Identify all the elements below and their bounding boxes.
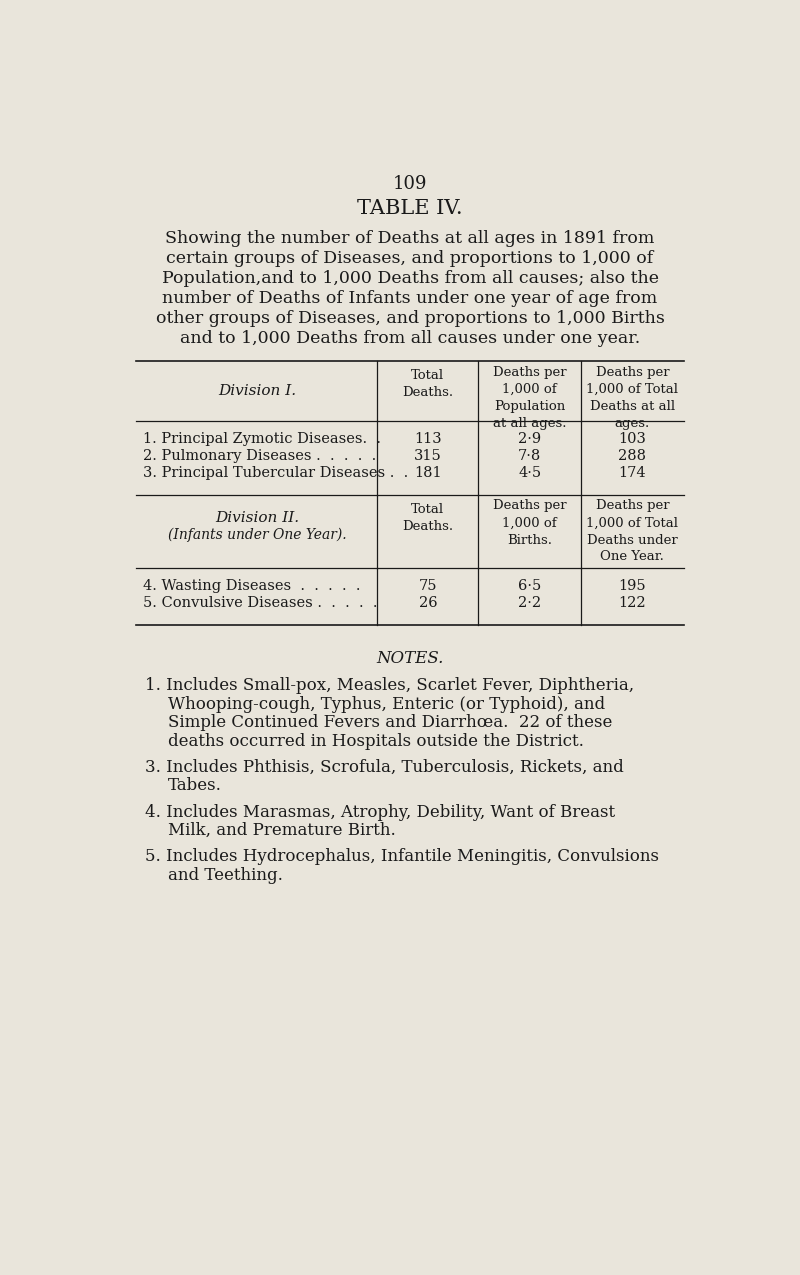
Text: certain groups of Diseases, and proportions to 1,000 of: certain groups of Diseases, and proporti… [166, 250, 654, 266]
Text: Deaths per
1,000 of
Births.: Deaths per 1,000 of Births. [493, 500, 566, 547]
Text: Deaths per
1,000 of Total
Deaths under
One Year.: Deaths per 1,000 of Total Deaths under O… [586, 500, 678, 564]
Text: 2·9: 2·9 [518, 432, 542, 446]
Text: 113: 113 [414, 432, 442, 446]
Text: 4·5: 4·5 [518, 465, 542, 479]
Text: deaths occurred in Hospitals outside the District.: deaths occurred in Hospitals outside the… [168, 733, 584, 750]
Text: 181: 181 [414, 465, 442, 479]
Text: 7·8: 7·8 [518, 449, 542, 463]
Text: 6·5: 6·5 [518, 579, 542, 593]
Text: Total
Deaths.: Total Deaths. [402, 502, 454, 533]
Text: 75: 75 [418, 579, 437, 593]
Text: 2. Pulmonary Diseases .  .  .  .  .: 2. Pulmonary Diseases . . . . . [142, 449, 376, 463]
Text: Whooping-cough, Typhus, Enteric (or Typhoid), and: Whooping-cough, Typhus, Enteric (or Typh… [168, 696, 606, 713]
Text: 26: 26 [418, 595, 437, 609]
Text: 288: 288 [618, 449, 646, 463]
Text: Simple Continued Fevers and Diarrhœa.  22 of these: Simple Continued Fevers and Diarrhœa. 22… [168, 714, 613, 732]
Text: 195: 195 [618, 579, 646, 593]
Text: NOTES.: NOTES. [376, 650, 444, 667]
Text: number of Deaths of Infants under one year of age from: number of Deaths of Infants under one ye… [162, 289, 658, 307]
Text: Division I.: Division I. [218, 384, 296, 398]
Text: 4. Includes Marasmas, Atrophy, Debility, Want of Breast: 4. Includes Marasmas, Atrophy, Debility,… [145, 803, 615, 821]
Text: Showing the number of Deaths at all ages in 1891 from: Showing the number of Deaths at all ages… [166, 230, 654, 247]
Text: 122: 122 [618, 595, 646, 609]
Text: Tabes.: Tabes. [168, 778, 222, 794]
Text: Milk, and Premature Birth.: Milk, and Premature Birth. [168, 822, 396, 839]
Text: 1. Principal Zymotic Diseases.  .: 1. Principal Zymotic Diseases. . [142, 432, 381, 446]
Text: (Infants under One Year).: (Infants under One Year). [168, 528, 346, 542]
Text: 2·2: 2·2 [518, 595, 542, 609]
Text: TABLE IV.: TABLE IV. [357, 199, 463, 218]
Text: Total
Deaths.: Total Deaths. [402, 368, 454, 399]
Text: Division II.: Division II. [215, 511, 299, 525]
Text: 109: 109 [393, 175, 427, 193]
Text: 1. Includes Small-pox, Measles, Scarlet Fever, Diphtheria,: 1. Includes Small-pox, Measles, Scarlet … [145, 677, 634, 695]
Text: 103: 103 [618, 432, 646, 446]
Text: 4. Wasting Diseases  .  .  .  .  .: 4. Wasting Diseases . . . . . [142, 579, 360, 593]
Text: Deaths per
1,000 of
Population
at all ages.: Deaths per 1,000 of Population at all ag… [493, 366, 566, 430]
Text: and to 1,000 Deaths from all causes under one year.: and to 1,000 Deaths from all causes unde… [180, 330, 640, 347]
Text: 5. Convulsive Diseases .  .  .  .  .: 5. Convulsive Diseases . . . . . [142, 595, 377, 609]
Text: 315: 315 [414, 449, 442, 463]
Text: other groups of Diseases, and proportions to 1,000 Births: other groups of Diseases, and proportion… [155, 310, 665, 328]
Text: 5. Includes Hydrocephalus, Infantile Meningitis, Convulsions: 5. Includes Hydrocephalus, Infantile Men… [145, 848, 659, 866]
Text: Deaths per
1,000 of Total
Deaths at all
ages.: Deaths per 1,000 of Total Deaths at all … [586, 366, 678, 430]
Text: 174: 174 [618, 465, 646, 479]
Text: 3. Includes Phthisis, Scrofula, Tuberculosis, Rickets, and: 3. Includes Phthisis, Scrofula, Tubercul… [145, 759, 624, 776]
Text: and Teething.: and Teething. [168, 867, 283, 884]
Text: 3. Principal Tubercular Diseases .  .: 3. Principal Tubercular Diseases . . [142, 465, 408, 479]
Text: Population,and to 1,000 Deaths from all causes; also the: Population,and to 1,000 Deaths from all … [162, 270, 658, 287]
